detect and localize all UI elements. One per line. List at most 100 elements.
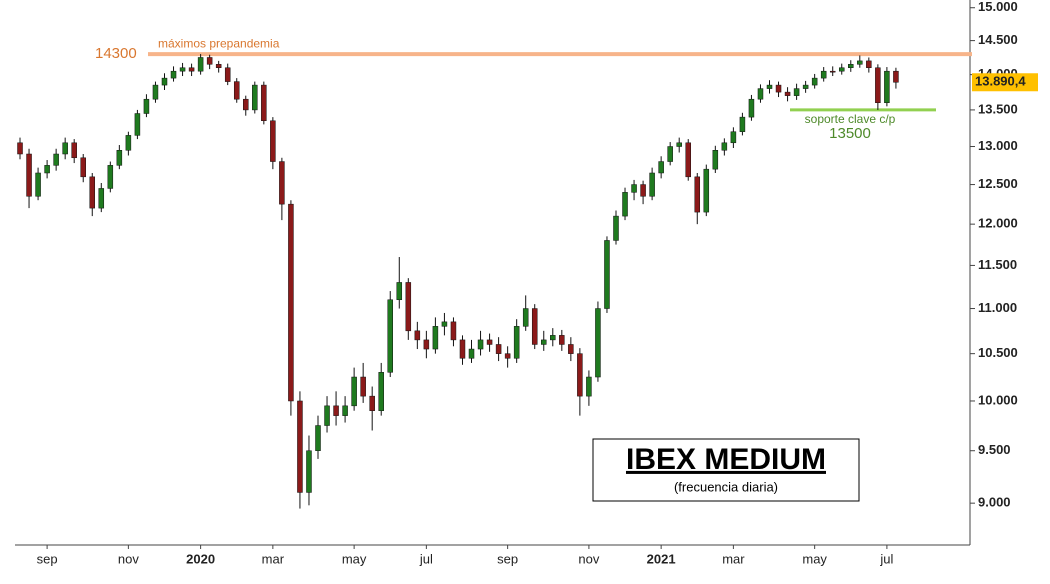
candle-body xyxy=(53,153,59,166)
candle-body xyxy=(170,70,177,79)
candle-body xyxy=(315,425,321,451)
candle-body xyxy=(441,321,448,327)
candle-body xyxy=(893,70,899,83)
x-tick-label: may xyxy=(342,551,367,566)
y-tick-label: 15.000 xyxy=(978,0,1018,14)
candle-body xyxy=(405,282,412,332)
candle-body xyxy=(233,81,240,100)
candle-body xyxy=(71,142,77,159)
candle-body xyxy=(775,84,782,93)
candle-body xyxy=(98,188,105,209)
candle-body xyxy=(62,142,68,155)
candle-body xyxy=(279,161,285,205)
candle-body xyxy=(17,142,23,155)
candle-body xyxy=(243,98,249,111)
candle-body xyxy=(793,88,800,96)
candle-body xyxy=(730,131,737,144)
candle-body xyxy=(541,339,547,345)
y-tick-label: 10.500 xyxy=(978,345,1018,360)
candle-body xyxy=(848,64,854,68)
x-tick-label: 2020 xyxy=(186,551,215,566)
candle-body xyxy=(486,339,493,345)
x-tick-label: nov xyxy=(118,551,139,566)
candle-body xyxy=(351,376,357,407)
last-price-box xyxy=(972,73,1038,92)
candle-body xyxy=(261,84,267,122)
candle-body xyxy=(820,70,827,79)
candle-body xyxy=(866,60,872,68)
candle-body xyxy=(577,353,583,397)
candle-body xyxy=(495,344,502,354)
candle-body xyxy=(667,146,673,162)
candle-body xyxy=(324,405,330,426)
candle-body xyxy=(802,84,809,89)
candle-body xyxy=(288,203,294,402)
candle-body xyxy=(44,165,50,174)
candle-body xyxy=(766,84,773,89)
candle-body xyxy=(152,84,159,100)
candle-body xyxy=(188,67,195,72)
candle-body xyxy=(604,240,610,309)
reference-text: máximos prepandemia xyxy=(158,36,280,50)
y-tick-label: 9.000 xyxy=(978,495,1011,510)
candle-body xyxy=(586,376,592,397)
candle-body xyxy=(360,376,366,397)
candle-body xyxy=(875,67,881,104)
candle-body xyxy=(676,142,682,147)
candle-body xyxy=(369,395,375,411)
y-tick-label: 13.000 xyxy=(978,138,1018,153)
candle-body xyxy=(270,120,276,162)
y-tick-label: 12.500 xyxy=(978,176,1018,191)
y-tick-label: 11.500 xyxy=(978,257,1017,272)
candle-body xyxy=(622,192,628,217)
reference-value: 13500 xyxy=(829,125,871,142)
candle-body xyxy=(450,321,457,341)
candle-body xyxy=(613,215,619,241)
candle-body xyxy=(829,70,836,73)
candle-body xyxy=(550,335,556,341)
candle-body xyxy=(215,64,222,68)
candle-body xyxy=(306,450,312,493)
candle-body xyxy=(387,299,393,373)
candle-body xyxy=(414,330,421,341)
candle-body xyxy=(197,57,204,72)
candle-body xyxy=(522,308,529,327)
candle-body xyxy=(333,405,339,416)
candle-body xyxy=(712,150,719,170)
candle-body xyxy=(35,172,41,197)
last-price-label: 13.890,4 xyxy=(975,74,1026,89)
candle-body xyxy=(297,400,303,493)
candle-body xyxy=(739,116,746,132)
x-tick-label: mar xyxy=(262,551,285,566)
candle-body xyxy=(80,157,86,178)
candle-body xyxy=(884,70,890,104)
candle-body xyxy=(857,60,863,65)
candle-body xyxy=(531,308,538,345)
candle-body xyxy=(179,67,186,72)
x-tick-label: 2021 xyxy=(647,551,676,566)
candle-body xyxy=(26,153,32,197)
y-tick-label: 10.000 xyxy=(978,392,1018,407)
x-tick-label: may xyxy=(802,551,827,566)
candle-body xyxy=(134,113,141,136)
chart-title: IBEX MEDIUM xyxy=(626,443,826,476)
candle-body xyxy=(206,57,213,65)
candle-body xyxy=(423,339,430,350)
candle-body xyxy=(224,67,231,82)
candle-body xyxy=(252,84,258,111)
y-tick-label: 11.000 xyxy=(978,300,1017,315)
candle-body xyxy=(595,308,601,378)
x-tick-label: jul xyxy=(419,551,433,566)
candle-body xyxy=(757,88,764,100)
x-tick-label: mar xyxy=(722,551,745,566)
candle-body xyxy=(396,282,403,301)
candle-body xyxy=(504,353,511,359)
y-tick-label: 14.500 xyxy=(978,32,1018,47)
reference-value: 14300 xyxy=(95,45,137,62)
candle-body xyxy=(513,326,520,359)
candle-body xyxy=(161,77,168,86)
candle-body xyxy=(649,172,655,197)
candle-body xyxy=(107,165,114,189)
reference-text: soporte clave c/p xyxy=(805,112,896,126)
